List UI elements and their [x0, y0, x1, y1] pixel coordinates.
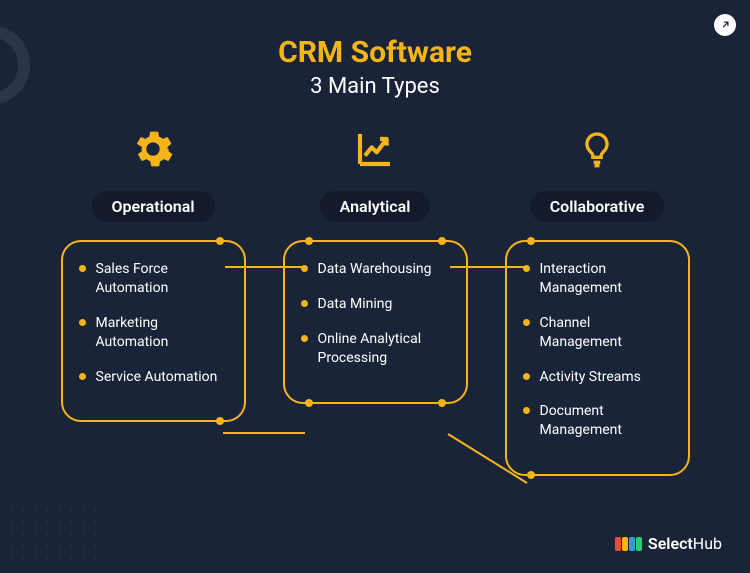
item-label: Activity Streams [540, 368, 641, 387]
connector-dot [216, 237, 224, 245]
list-item: Data Mining [301, 295, 450, 314]
box-operational: Sales Force Automation Marketing Automat… [61, 240, 246, 422]
item-label: Interaction Management [540, 260, 672, 298]
column-collaborative: Collaborative Interaction Management Cha… [497, 121, 697, 476]
item-label: Data Mining [318, 295, 393, 314]
list-item: Sales Force Automation [79, 260, 228, 298]
lightbulb-icon [577, 121, 617, 176]
brand-text: SelectHub [648, 534, 722, 553]
connector-dot [305, 237, 313, 245]
list-item: Online Analytical Processing [301, 330, 450, 368]
pill-collaborative: Collaborative [530, 191, 665, 222]
item-label: Document Management [540, 402, 672, 440]
item-label: Data Warehousing [318, 260, 432, 279]
brand-logo-icon [615, 537, 642, 551]
item-label: Sales Force Automation [96, 260, 228, 298]
header: CRM Software 3 Main Types [0, 0, 750, 99]
pill-operational: Operational [92, 191, 215, 222]
decorative-dots [10, 509, 100, 563]
pill-analytical: Analytical [320, 191, 431, 222]
list-item: Interaction Management [523, 260, 672, 298]
brand: SelectHub [615, 534, 722, 553]
list-item: Channel Management [523, 314, 672, 352]
column-operational: Operational Sales Force Automation Marke… [53, 121, 253, 422]
item-label: Online Analytical Processing [318, 330, 450, 368]
gear-icon [133, 121, 173, 176]
connector-dot [438, 237, 446, 245]
list-item: Document Management [523, 402, 672, 440]
list-item: Service Automation [79, 368, 228, 387]
chart-arrow-icon [355, 121, 395, 176]
item-label: Channel Management [540, 314, 672, 352]
share-icon [714, 14, 736, 36]
item-label: Service Automation [96, 368, 218, 387]
box-collaborative: Interaction Management Channel Managemen… [505, 240, 690, 476]
connector-dot [438, 399, 446, 407]
connector-dot [527, 471, 535, 479]
columns: Operational Sales Force Automation Marke… [0, 121, 750, 476]
connector-dot [527, 237, 535, 245]
list-item: Data Warehousing [301, 260, 450, 279]
list-item: Marketing Automation [79, 314, 228, 352]
list-item: Activity Streams [523, 368, 672, 387]
connector-dot [216, 417, 224, 425]
page-title: CRM Software [0, 35, 750, 70]
box-analytical: Data Warehousing Data Mining Online Anal… [283, 240, 468, 404]
connector-dot [305, 399, 313, 407]
page-subtitle: 3 Main Types [0, 74, 750, 99]
item-label: Marketing Automation [96, 314, 228, 352]
column-analytical: Analytical Data Warehousing Data Mining … [275, 121, 475, 404]
